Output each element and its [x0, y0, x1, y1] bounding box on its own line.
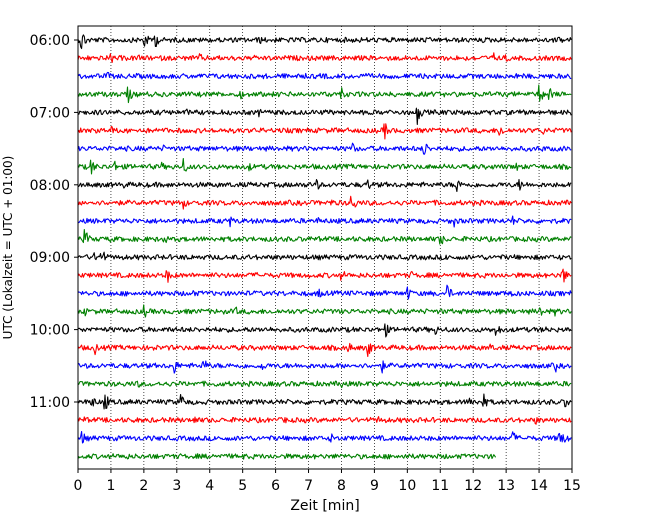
x-tick-label: 2 [139, 478, 148, 494]
trace-0615 [77, 52, 572, 63]
trace-0800 [77, 179, 572, 193]
y-tick-label: 10:00 [30, 323, 70, 339]
x-tick-label: 0 [74, 478, 83, 494]
trace-0700 [77, 107, 572, 126]
trace-0630 [77, 71, 572, 80]
y-tick-label: 11:00 [30, 395, 70, 411]
trace-0815 [77, 195, 572, 210]
trace-0730 [77, 142, 572, 155]
x-axis-title: Zeit [min] [290, 498, 359, 514]
y-axis-title: UTC (Lokalzeit = UTC + 01:00) [1, 156, 15, 340]
trace-group [77, 34, 572, 460]
x-tick-label: 15 [563, 478, 581, 494]
y-tick-label: 06:00 [30, 33, 70, 49]
y-tick-label: 09:00 [30, 250, 70, 266]
trace-1015 [77, 342, 572, 358]
x-tick-label: 3 [172, 478, 181, 494]
x-tick-label: 1 [106, 478, 115, 494]
x-tick-label: 13 [497, 478, 515, 494]
x-tick-label: 5 [238, 478, 247, 494]
trace-0915 [77, 268, 572, 283]
trace-1100 [77, 393, 572, 410]
x-tick-label: 14 [530, 478, 548, 494]
y-tick-label: 08:00 [30, 178, 70, 194]
trace-1000 [77, 323, 572, 338]
plot-frame [77, 25, 573, 470]
trace-0830 [77, 215, 572, 228]
y-axis: 06:00 07:00 08:00 09:00 10:00 11:00 [30, 33, 78, 411]
trace-0745 [77, 158, 572, 175]
x-tick-label: 10 [398, 478, 416, 494]
x-tick-label: 4 [205, 478, 214, 494]
trace-0930 [77, 284, 572, 300]
trace-0715 [77, 123, 572, 140]
trace-0900 [77, 251, 572, 261]
x-tick-label: 11 [431, 478, 449, 494]
x-tick-label: 7 [304, 478, 313, 494]
y-tick-label: 07:00 [30, 105, 70, 121]
x-tick-label: 6 [271, 478, 280, 494]
trace-0845 [77, 228, 572, 245]
trace-1145 [77, 453, 497, 460]
trace-0645 [77, 84, 572, 104]
trace-1030 [77, 360, 572, 374]
trace-0945 [77, 304, 572, 318]
x-axis: 0 1 2 3 4 5 6 7 8 9 10 11 12 13 14 15 [74, 469, 581, 494]
trace-0600 [77, 34, 572, 50]
x-tick-label: 9 [370, 478, 379, 494]
x-tick-label: 12 [464, 478, 482, 494]
trace-1115 [77, 416, 572, 425]
x-tick-label: 8 [337, 478, 346, 494]
trace-1045 [77, 380, 572, 389]
trace-1130 [77, 430, 572, 444]
